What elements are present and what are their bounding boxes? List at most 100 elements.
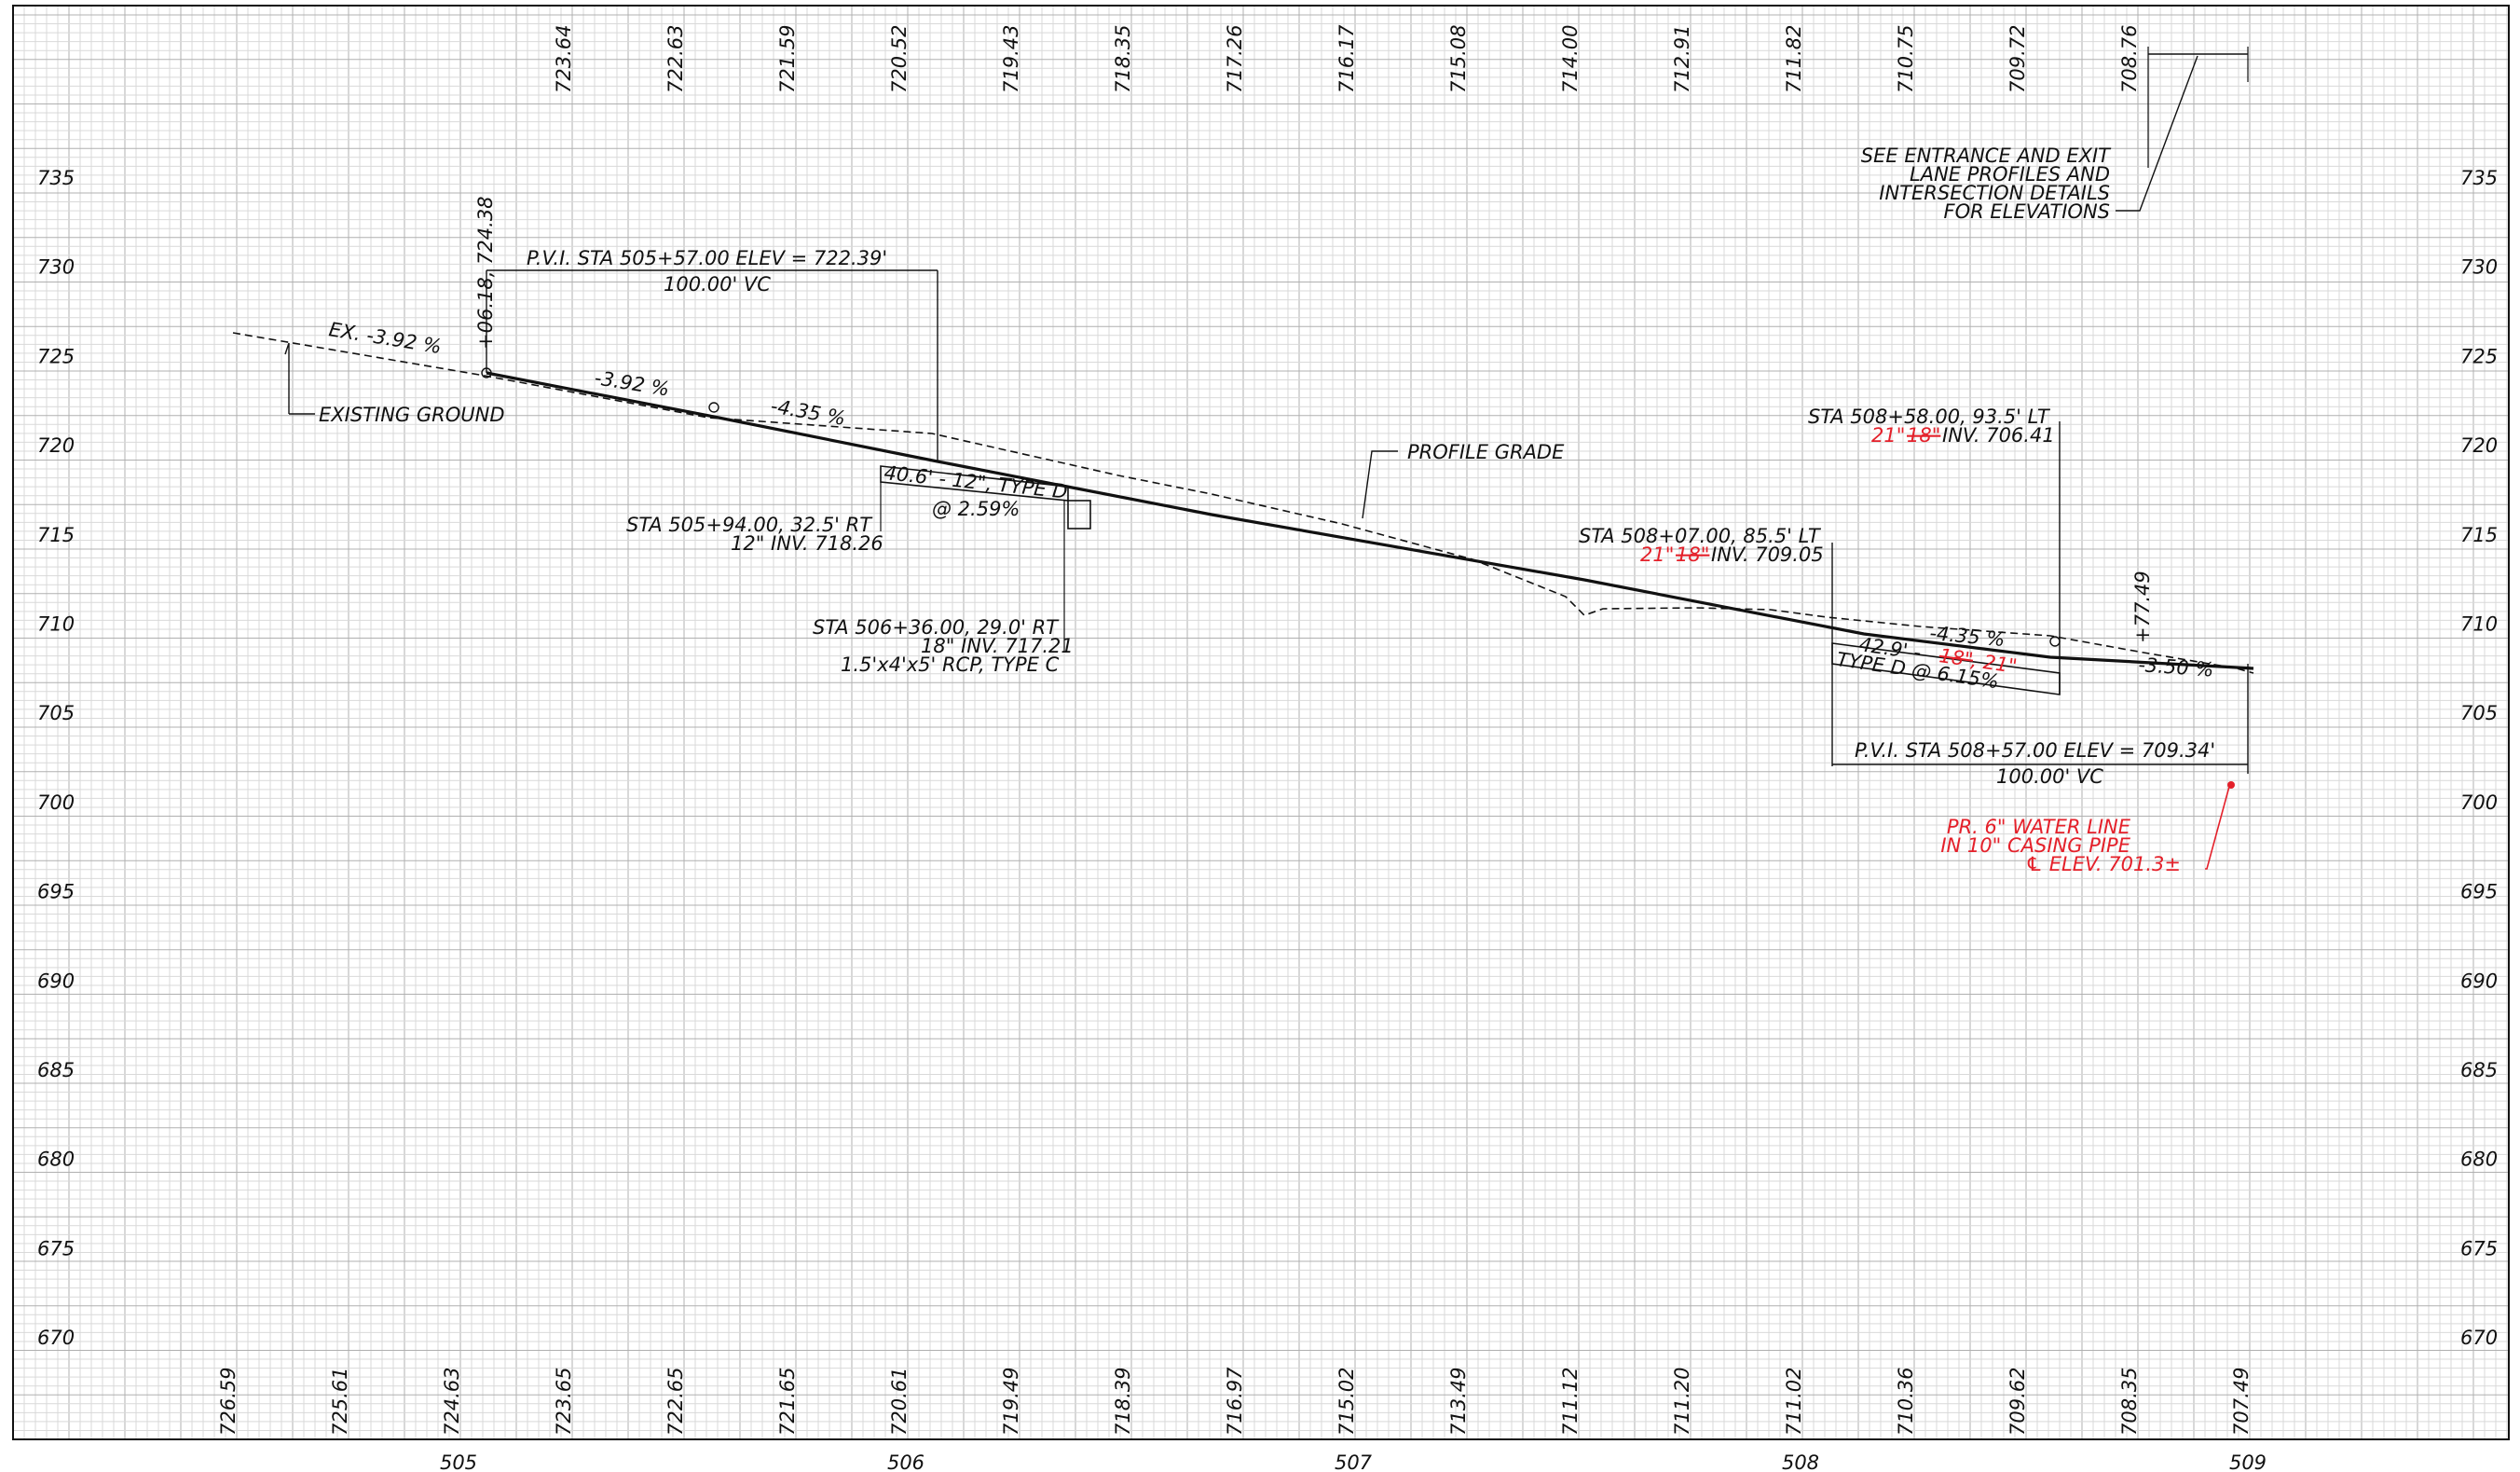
elevation-label-right: 700 xyxy=(2460,791,2498,814)
elevation-label-left: 680 xyxy=(37,1149,75,1171)
elevation-label-right: 725 xyxy=(2460,345,2498,367)
proposed-elevation-label: 722.63 xyxy=(664,25,687,93)
existing-elevation-label: 725.61 xyxy=(329,1368,351,1436)
proposed-elevation-label: 711.82 xyxy=(1783,25,1805,93)
proposed-elevation-label: 710.75 xyxy=(1895,25,1917,93)
inlet-1-station: STA 505+94.00, 32.5' RT xyxy=(626,514,873,536)
elevation-label-left: 670 xyxy=(37,1327,75,1349)
inlet-2-structure: 1.5'x4'x5' RCP, TYPE C xyxy=(841,653,1060,676)
existing-elevation-label: 711.12 xyxy=(1559,1368,1582,1436)
elevation-label-right: 670 xyxy=(2460,1327,2498,1349)
elevation-label-right: 715 xyxy=(2460,524,2498,546)
proposed-elevation-label: 715.08 xyxy=(1447,25,1470,93)
elevation-label-left: 675 xyxy=(37,1237,75,1259)
proposed-elevation-label: 709.72 xyxy=(2006,25,2029,93)
elevation-label-right: 685 xyxy=(2460,1059,2498,1081)
existing-elevation-label: 722.65 xyxy=(664,1368,687,1436)
pvi2-vc-label: 100.00' VC xyxy=(1996,765,2103,788)
elevation-label-left: 705 xyxy=(37,702,75,724)
existing-elevation-labels: 726.59 725.61 724.63 723.65 722.65 721.65 720.… xyxy=(217,1367,2253,1436)
profile-grade-label: PROFILE GRADE xyxy=(1407,441,1565,463)
pipe-2-old-size: 18" xyxy=(1938,644,1974,671)
elevation-label-left: 700 xyxy=(37,791,75,814)
start-station-label: +06.18, 724.38 xyxy=(474,196,497,350)
inlet-3-invert: INV. 709.05 xyxy=(1711,543,1824,566)
inlet-1-invert: 12" INV. 718.26 xyxy=(731,532,883,555)
elevation-label-left: 725 xyxy=(37,345,75,367)
elevation-label-left: 685 xyxy=(37,1059,75,1081)
elevation-axis-left: 735 730 725 720 715 710 705 700 695 690 685 680 675 6… xyxy=(37,167,75,1349)
elevation-label-right: 690 xyxy=(2460,970,2498,992)
inlet-4-revised-size: 21" xyxy=(1871,424,1905,447)
elevation-label-right: 710 xyxy=(2460,613,2498,636)
existing-elevation-label: 719.49 xyxy=(1000,1368,1022,1436)
pvi1-station-label: P.V.I. STA 505+57.00 ELEV = 722.39' xyxy=(527,247,887,269)
inlet-3-revised-size: 21" xyxy=(1640,543,1674,566)
station-label: 509 xyxy=(2229,1451,2267,1472)
existing-elevation-label: 711.20 xyxy=(1671,1368,1693,1436)
elevation-label-right: 705 xyxy=(2460,702,2498,724)
station-label: 505 xyxy=(440,1451,477,1472)
existing-elevation-label: 721.65 xyxy=(776,1368,799,1436)
elevation-label-left: 735 xyxy=(37,167,75,189)
inlet-4-invert: INV. 706.41 xyxy=(1942,424,2055,447)
station-label: 506 xyxy=(887,1451,924,1472)
proposed-elevation-label: 712.91 xyxy=(1671,25,1693,93)
proposed-elevation-label: 714.00 xyxy=(1559,25,1582,93)
elevation-axis-right: 735 730 725 720 715 710 705 700 695 690 685 680 675 6… xyxy=(2460,167,2498,1349)
proposed-elevation-label: 720.52 xyxy=(888,25,911,93)
existing-elevation-label: 711.02 xyxy=(1783,1368,1805,1436)
profile-grade-line xyxy=(486,371,2254,670)
water-line-1: PR. 6" WATER LINE xyxy=(1947,816,2131,838)
existing-elevation-label: 709.62 xyxy=(2006,1368,2029,1436)
note-line-4: FOR ELEVATIONS xyxy=(1944,200,2110,223)
existing-elevation-label: 718.39 xyxy=(1112,1368,1134,1436)
elevation-label-left: 690 xyxy=(37,970,75,992)
elevation-label-right: 680 xyxy=(2460,1149,2498,1171)
inlet-4-station: STA 508+58.00, 93.5' LT xyxy=(1808,406,2051,428)
station-axis: 505 506 507 508 509 xyxy=(440,1451,2267,1472)
pvi2-station-label: P.V.I. STA 508+57.00 ELEV = 709.34' xyxy=(1855,739,2215,762)
existing-ground-line xyxy=(232,332,2254,674)
elevation-label-right: 735 xyxy=(2460,167,2498,189)
existing-ground-label: EXISTING GROUND xyxy=(319,404,505,426)
elevation-label-right: 720 xyxy=(2460,434,2498,457)
existing-elevation-label: 716.97 xyxy=(1224,1367,1246,1436)
existing-elevation-label: 713.49 xyxy=(1447,1368,1470,1436)
proposed-elevation-label: 718.35 xyxy=(1112,25,1134,93)
proposed-elevation-label: 717.26 xyxy=(1224,25,1246,93)
proposed-elevation-label: 716.17 xyxy=(1335,24,1358,93)
inlet-3-old-size: 18" xyxy=(1676,543,1709,566)
proposed-elevation-label: 721.59 xyxy=(776,25,799,93)
existing-elevation-label: 715.02 xyxy=(1335,1368,1358,1436)
existing-elevation-label: 724.63 xyxy=(441,1368,463,1436)
station-label: 508 xyxy=(1782,1451,1819,1472)
proposed-elevation-labels: 723.64 722.63 721.59 720.52 719.43 718.35 717.… xyxy=(553,24,2141,93)
note-line-2: LANE PROFILES AND xyxy=(1910,163,2110,186)
existing-elevation-label: 707.49 xyxy=(2230,1368,2253,1436)
elevation-label-left: 710 xyxy=(37,613,75,636)
elevation-label-right: 730 xyxy=(2460,256,2498,279)
proposed-elevation-label: 708.76 xyxy=(2118,25,2141,93)
pvi1-vc-label: 100.00' VC xyxy=(664,273,771,296)
pipe-1-slope-label: @ 2.59% xyxy=(932,498,1020,520)
elevation-label-left: 695 xyxy=(37,881,75,903)
existing-elevation-label: 723.65 xyxy=(553,1368,575,1436)
inlet-3-station: STA 508+07.00, 85.5' LT xyxy=(1579,525,1822,547)
inlet-4-old-size: 18" xyxy=(1907,424,1940,447)
elevation-label-left: 720 xyxy=(37,434,75,457)
existing-elevation-label: 720.61 xyxy=(888,1368,911,1436)
elevation-label-left: 715 xyxy=(37,524,75,546)
inlet-2-invert: 18" INV. 717.21 xyxy=(921,635,1074,657)
proposed-elevation-label: 723.64 xyxy=(553,25,575,93)
proposed-elevation-label: 719.43 xyxy=(1000,25,1022,93)
existing-elevation-label: 726.59 xyxy=(217,1368,240,1436)
grid-paper xyxy=(12,5,2509,1440)
elevation-label-left: 730 xyxy=(37,256,75,279)
note-line-1: SEE ENTRANCE AND EXIT xyxy=(1861,144,2112,167)
existing-elevation-label: 708.35 xyxy=(2118,1368,2141,1436)
water-line-2: IN 10" CASING PIPE xyxy=(1940,834,2130,857)
elevation-label-right: 695 xyxy=(2460,881,2498,903)
note-line-3: INTERSECTION DETAILS xyxy=(1879,182,2110,204)
